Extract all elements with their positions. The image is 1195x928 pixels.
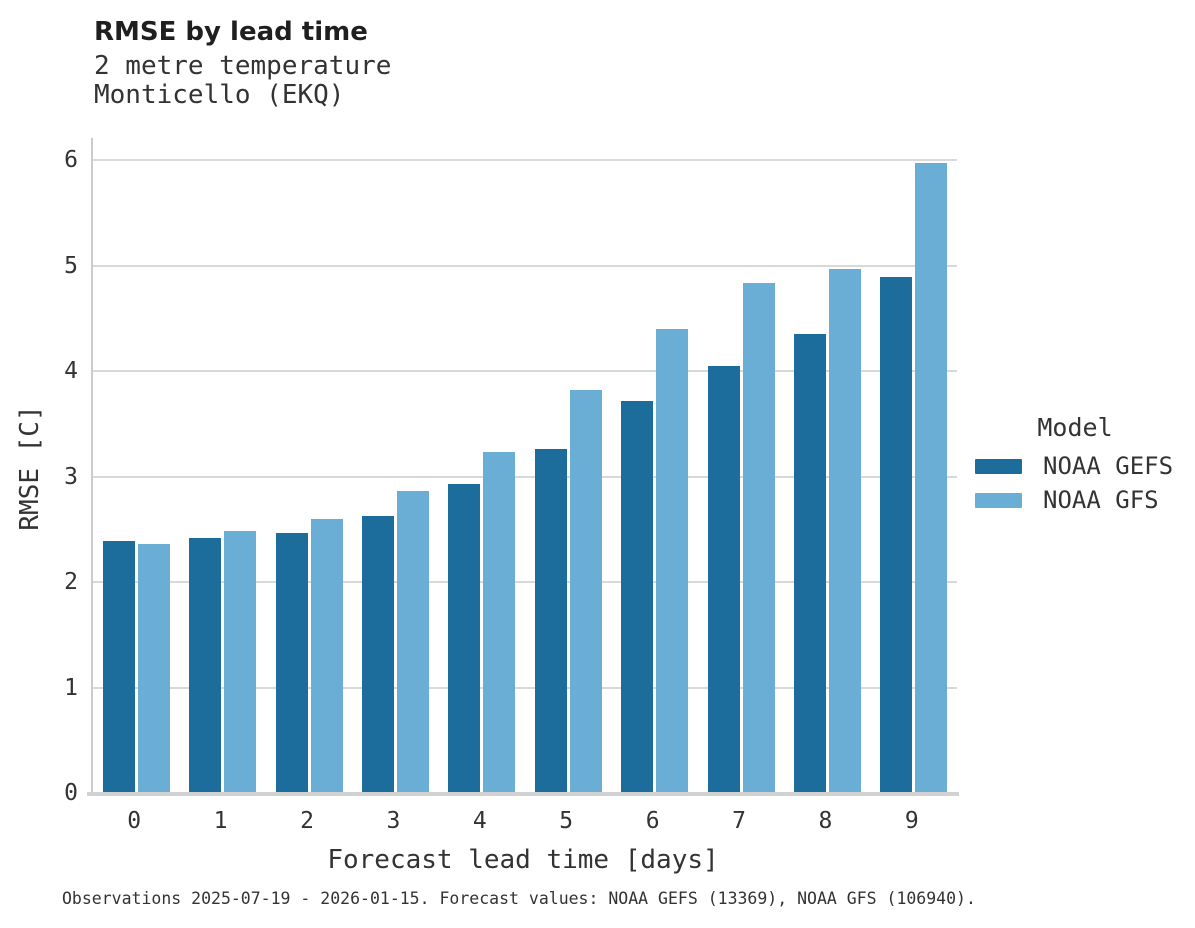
x-axis-title: Forecast lead time [days]	[327, 845, 719, 875]
x-tick-label-0: 0	[127, 808, 142, 834]
bar-noaa-gfs-lead-6	[656, 329, 689, 793]
gridline-y-2	[93, 581, 957, 583]
bar-noaa-gefs-lead-3	[361, 516, 394, 793]
bar-group-lead-8	[784, 269, 870, 793]
bar-group-lead-3	[352, 491, 438, 793]
bar-noaa-gfs-lead-4	[483, 452, 516, 793]
x-tick-label-8: 8	[818, 808, 833, 834]
bar-noaa-gefs-lead-9	[880, 277, 913, 793]
bar-group-lead-7	[698, 283, 784, 793]
bar-noaa-gfs-lead-2	[310, 519, 343, 793]
bar-group-lead-6	[611, 329, 697, 793]
y-tick-label-2: 2	[64, 569, 78, 595]
bar-noaa-gfs-lead-1	[224, 531, 257, 793]
bar-noaa-gfs-lead-5	[569, 390, 602, 793]
source-caption: Observations 2025-07-19 - 2026-01-15. Fo…	[62, 889, 976, 908]
bar-noaa-gfs-lead-0	[137, 544, 170, 793]
bar-group-lead-2	[266, 519, 352, 793]
bar-group-lead-5	[525, 390, 611, 793]
bar-noaa-gefs-lead-7	[707, 366, 740, 793]
y-axis-tick-labels: 0 1 2 3 4 5 6	[34, 138, 78, 806]
x-tick-label-3: 3	[386, 808, 401, 834]
y-tick-label-6: 6	[64, 147, 78, 173]
legend-item-noaa-gefs: NOAA GEFS	[975, 450, 1175, 482]
chart-subtitle-variable: 2 metre temperature	[94, 51, 392, 81]
bar-noaa-gfs-lead-7	[742, 283, 775, 793]
legend-swatch-noaa-gfs	[975, 492, 1022, 508]
bar-noaa-gefs-lead-2	[275, 533, 308, 793]
bar-group-lead-4	[439, 452, 525, 793]
x-tick-label-5: 5	[559, 808, 574, 834]
bar-noaa-gfs-lead-8	[828, 269, 861, 793]
chart-subtitle-station: Monticello (EKQ)	[94, 80, 345, 110]
plot-area	[87, 138, 959, 796]
gridline-y-3	[93, 475, 957, 478]
y-tick-label-0: 0	[64, 780, 78, 806]
legend-swatch-noaa-gefs	[975, 458, 1022, 474]
gridline-y-6	[93, 159, 957, 161]
x-tick-label-6: 6	[645, 808, 660, 834]
legend-label-noaa-gfs: NOAA GFS	[1043, 486, 1159, 514]
bar-noaa-gefs-lead-4	[448, 484, 481, 793]
gridline-y-5	[93, 264, 957, 267]
bar-noaa-gefs-lead-5	[534, 449, 567, 793]
bar-noaa-gefs-lead-8	[793, 334, 826, 793]
bar-group-lead-1	[179, 531, 265, 793]
legend-label-noaa-gefs: NOAA GEFS	[1043, 452, 1174, 480]
x-axis-tick-labels: 0 1 2 3 4 5 6 7 8 9	[91, 808, 955, 835]
bar-noaa-gefs-lead-6	[621, 401, 654, 793]
bar-noaa-gefs-lead-1	[189, 538, 222, 793]
x-tick-label-4: 4	[472, 808, 487, 834]
gridline-y-1	[93, 686, 957, 689]
y-tick-label-5: 5	[64, 252, 78, 279]
bar-noaa-gefs-lead-0	[102, 541, 135, 793]
x-tick-label-1: 1	[213, 808, 228, 834]
bar-group-lead-9	[871, 163, 957, 793]
legend: Model NOAA GEFS NOAA GFS	[975, 413, 1175, 518]
x-tick-label-7: 7	[732, 808, 746, 834]
legend-title: Model	[1037, 413, 1113, 442]
y-tick-label-1: 1	[64, 674, 78, 701]
bar-group-lead-0	[93, 541, 179, 793]
y-tick-label-4: 4	[64, 358, 78, 384]
bar-noaa-gfs-lead-9	[915, 163, 948, 793]
gridline-y-4	[93, 370, 957, 372]
bar-series-container	[93, 138, 957, 793]
chart-title: RMSE by lead time	[94, 17, 368, 47]
y-tick-label-3: 3	[64, 463, 78, 490]
bar-noaa-gfs-lead-3	[396, 491, 429, 793]
x-tick-label-9: 9	[904, 808, 919, 834]
legend-item-noaa-gfs: NOAA GFS	[975, 484, 1175, 516]
x-tick-label-2: 2	[300, 808, 314, 834]
